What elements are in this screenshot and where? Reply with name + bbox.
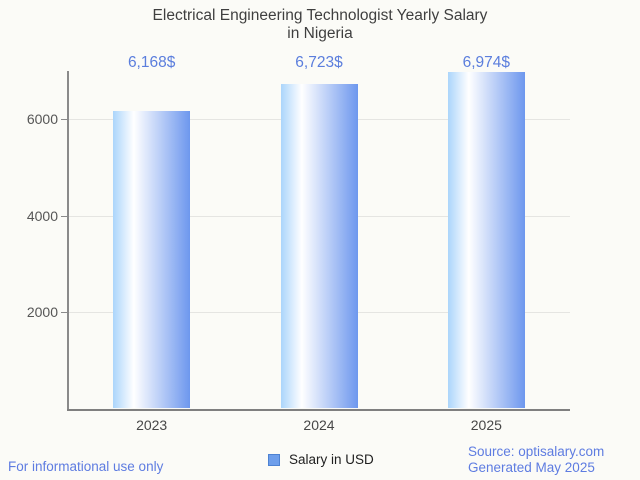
y-axis-tick-label: 4000 xyxy=(26,207,58,224)
x-axis-tick-label: 2023 xyxy=(136,417,168,433)
bar-value-label: 6,723$ xyxy=(295,54,343,71)
salary-bar-2024[interactable] xyxy=(280,84,358,409)
y-axis-tick-label: 6000 xyxy=(26,111,58,128)
source-note: Source: optisalary.com Generated May 202… xyxy=(468,444,604,476)
x-axis-tick-label: 2024 xyxy=(303,417,335,433)
x-axis-tick-label: 2025 xyxy=(470,417,502,433)
chart-title: Electrical Engineering Technologist Year… xyxy=(0,7,640,42)
y-tick-mark xyxy=(61,312,67,314)
y-tick-mark xyxy=(61,119,67,121)
legend: Salary in USD xyxy=(268,452,374,467)
source-text: Source: optisalary.com xyxy=(468,444,605,459)
legend-swatch-icon xyxy=(268,453,280,466)
bar-value-label: 6,974$ xyxy=(462,54,511,71)
x-axis-line xyxy=(67,408,570,411)
salary-bar-2023[interactable] xyxy=(113,111,191,409)
y-axis-tick-label: 2000 xyxy=(26,304,58,321)
y-axis-line xyxy=(67,71,69,409)
disclaimer-text: For informational use only xyxy=(8,459,164,474)
generated-text: Generated May 2025 xyxy=(468,460,595,475)
salary-bar-2025[interactable] xyxy=(447,72,525,409)
chart-title-line2: in Nigeria xyxy=(287,24,353,42)
chart-title-line1: Electrical Engineering Technologist Year… xyxy=(152,7,488,24)
bar-value-label: 6,168$ xyxy=(127,54,176,71)
legend-label: Salary in USD xyxy=(289,452,374,467)
y-tick-mark xyxy=(61,215,67,217)
